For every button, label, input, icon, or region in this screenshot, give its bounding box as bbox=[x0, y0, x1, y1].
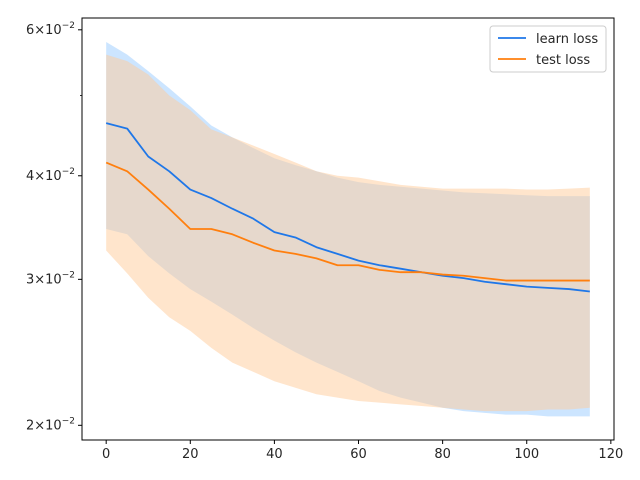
x-tick-label: 60 bbox=[350, 447, 367, 462]
y-tick-label: 2×10−2 bbox=[26, 416, 75, 433]
test-loss-line bbox=[105, 161, 590, 282]
learn-loss-line bbox=[105, 122, 590, 293]
y-tick-label: 6×10−2 bbox=[26, 21, 75, 38]
x-tick-label: 120 bbox=[598, 447, 623, 462]
x-axis: 0 20 40 60 80 100 120 bbox=[102, 440, 623, 462]
y-tick-label: 4×10−2 bbox=[26, 167, 75, 184]
x-tick-label: 0 bbox=[102, 447, 110, 462]
x-tick-label: 20 bbox=[182, 447, 199, 462]
series-lines bbox=[105, 122, 590, 293]
x-tick-label: 100 bbox=[514, 447, 539, 462]
learn-loss-legend-label: learn loss bbox=[536, 32, 598, 47]
test-loss-band bbox=[106, 54, 590, 412]
x-tick-label: 40 bbox=[266, 447, 283, 462]
x-tick-label: 80 bbox=[434, 447, 451, 462]
plot-frame bbox=[81, 17, 615, 441]
confidence-bands bbox=[106, 42, 590, 417]
legend: learn loss test loss bbox=[489, 25, 607, 73]
y-tick-label: 3×10−2 bbox=[26, 270, 75, 287]
y-axis: 2×10−2 3×10−2 4×10−2 6×10−2 bbox=[26, 21, 82, 433]
test-loss-legend-label: test loss bbox=[536, 53, 590, 68]
